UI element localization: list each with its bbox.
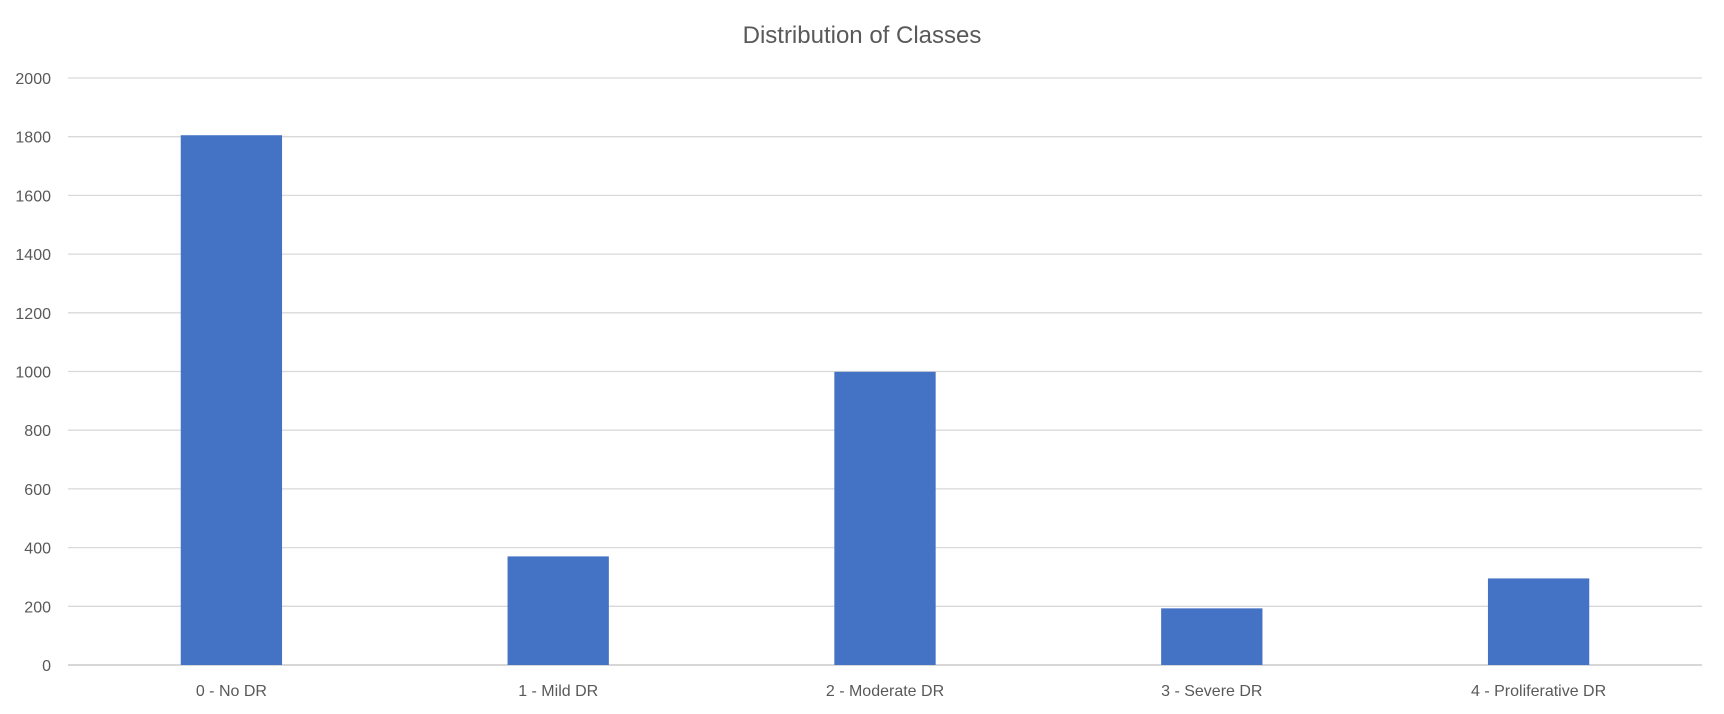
y-tick-label: 0	[42, 658, 51, 675]
y-tick-label: 200	[24, 599, 51, 616]
y-tick-label: 1400	[15, 247, 51, 264]
y-tick-label: 1600	[15, 188, 51, 205]
y-axis-ticks: 0 200 400 600 800 1000 1200 1400 1600 1800 2000	[15, 71, 51, 675]
bar-1	[507, 556, 609, 665]
x-tick-label: 0 - No DR	[196, 683, 267, 700]
chart-title: Distribution of Classes	[743, 22, 982, 49]
x-tick-label: 4 - Proliferative DR	[1471, 683, 1606, 700]
x-axis-ticks: 0 - No DR 1 - Mild DR 2 - Moderate DR 3 - S…	[196, 683, 1606, 700]
x-tick-label: 3 - Severe DR	[1161, 683, 1262, 700]
y-tick-label: 1800	[15, 130, 51, 147]
bar-0	[180, 135, 283, 666]
y-tick-label: 600	[24, 482, 51, 499]
bar-3	[1161, 608, 1263, 665]
x-tick-label: 2 - Moderate DR	[826, 683, 944, 700]
bars	[180, 135, 1590, 666]
y-tick-label: 1000	[15, 365, 51, 382]
x-tick-label: 1 - Mild DR	[518, 683, 598, 700]
y-tick-label: 400	[24, 541, 51, 558]
y-tick-label: 1200	[15, 306, 51, 323]
y-tick-label: 2000	[15, 71, 51, 88]
y-tick-label: 800	[24, 423, 51, 440]
bar-2	[834, 371, 936, 665]
bar-4	[1487, 578, 1590, 665]
